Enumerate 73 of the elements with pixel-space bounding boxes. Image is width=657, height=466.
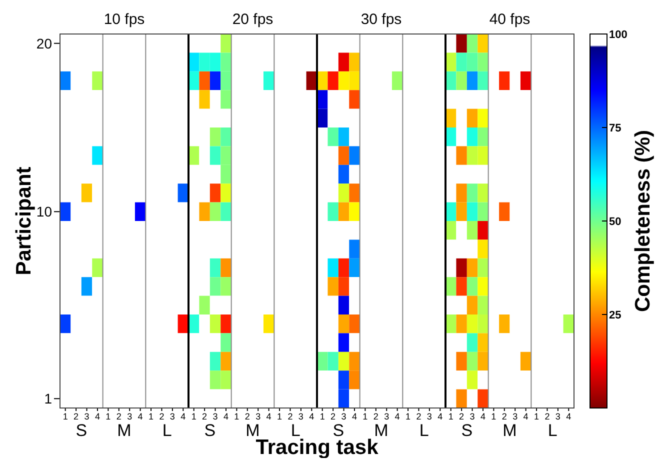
x-tick-label: 1 bbox=[62, 411, 68, 422]
x-tick-label: 3 bbox=[256, 411, 261, 422]
x-tick-label: 1 bbox=[106, 411, 111, 422]
text: S bbox=[204, 421, 216, 440]
x-tick-label: 2 bbox=[288, 411, 293, 422]
text: M bbox=[374, 421, 388, 440]
text: L bbox=[290, 421, 300, 440]
x-tick-label: 4 bbox=[394, 411, 400, 422]
color-bar-label: 100 bbox=[609, 29, 628, 41]
x-tick-label: 3 bbox=[512, 411, 518, 422]
x-tick-label: 1 bbox=[406, 411, 411, 422]
x-tick-label: 3 bbox=[555, 411, 560, 422]
x-tick-label: 2 bbox=[544, 411, 550, 422]
x-tick-label: 4 bbox=[223, 411, 228, 422]
x-tick-label: 3 bbox=[84, 411, 90, 422]
text: S bbox=[76, 421, 88, 440]
text: 30 fps bbox=[360, 11, 402, 28]
x-tick-label: 3 bbox=[170, 411, 175, 422]
x-tick-label: 4 bbox=[523, 411, 528, 422]
text: L bbox=[419, 421, 429, 440]
x-tick-label: 1 bbox=[534, 411, 540, 422]
y-tick-label: 10 bbox=[36, 204, 52, 220]
x-tick-label: 4 bbox=[266, 411, 272, 422]
x-tick-label: 3 bbox=[426, 411, 432, 422]
x-tick-label: 3 bbox=[298, 411, 304, 422]
text: 40 fps bbox=[489, 11, 530, 28]
x-tick-label: 3 bbox=[212, 411, 218, 422]
y-tick-label: 1 bbox=[44, 390, 52, 407]
x-tick-label: 2 bbox=[74, 411, 79, 422]
x-tick-label: 3 bbox=[384, 411, 390, 422]
x-tick-label: 4 bbox=[480, 411, 486, 422]
x-tick-label: 2 bbox=[116, 411, 122, 422]
text: S bbox=[461, 421, 473, 440]
x-tick-label: 1 bbox=[448, 411, 454, 422]
text: S bbox=[332, 421, 344, 440]
x-tick-label: 1 bbox=[148, 411, 154, 422]
x-tick-label: 2 bbox=[202, 411, 208, 422]
y-tick-label: 20 bbox=[36, 35, 52, 52]
x-tick-label: 4 bbox=[94, 411, 100, 422]
x-tick-label: 2 bbox=[416, 411, 422, 422]
color-bar-label: 25 bbox=[609, 310, 622, 322]
x-tick-label: 1 bbox=[320, 411, 325, 422]
x-tick-label: 1 bbox=[362, 411, 368, 422]
x-tick-label: 1 bbox=[234, 411, 240, 422]
text: M bbox=[117, 421, 132, 440]
text: L bbox=[548, 421, 558, 440]
x-tick-label: 4 bbox=[352, 411, 357, 422]
x-tick-label: 2 bbox=[459, 411, 464, 422]
color-bar-title: Completeness (%) bbox=[632, 130, 654, 312]
x-tick-label: 2 bbox=[244, 411, 250, 422]
text: 10 fps bbox=[104, 11, 145, 28]
x-tick-label: 2 bbox=[502, 411, 507, 422]
x-tick-label: 3 bbox=[341, 411, 346, 422]
x-tick-label: 1 bbox=[191, 411, 196, 422]
text: L bbox=[162, 421, 172, 440]
y-axis-title: Participant bbox=[12, 166, 36, 276]
text: M bbox=[502, 421, 517, 440]
x-tick-label: 2 bbox=[330, 411, 336, 422]
text: M bbox=[246, 421, 260, 440]
x-tick-label: 3 bbox=[127, 411, 132, 422]
x-tick-label: 2 bbox=[373, 411, 378, 422]
x-tick-label: 4 bbox=[309, 411, 314, 422]
x-tick-label: 3 bbox=[470, 411, 475, 422]
x-tick-label: 4 bbox=[566, 411, 572, 422]
text: 20 fps bbox=[232, 11, 274, 28]
x-tick-label: 2 bbox=[159, 411, 164, 422]
x-tick-label: 4 bbox=[180, 411, 186, 422]
x-tick-label: 1 bbox=[277, 411, 282, 422]
x-tick-label: 4 bbox=[438, 411, 443, 422]
x-tick-label: 4 bbox=[138, 411, 143, 422]
color-bar-label: 50 bbox=[609, 216, 622, 228]
color-bar-label: 75 bbox=[609, 122, 622, 134]
x-tick-label: 1 bbox=[491, 411, 496, 422]
